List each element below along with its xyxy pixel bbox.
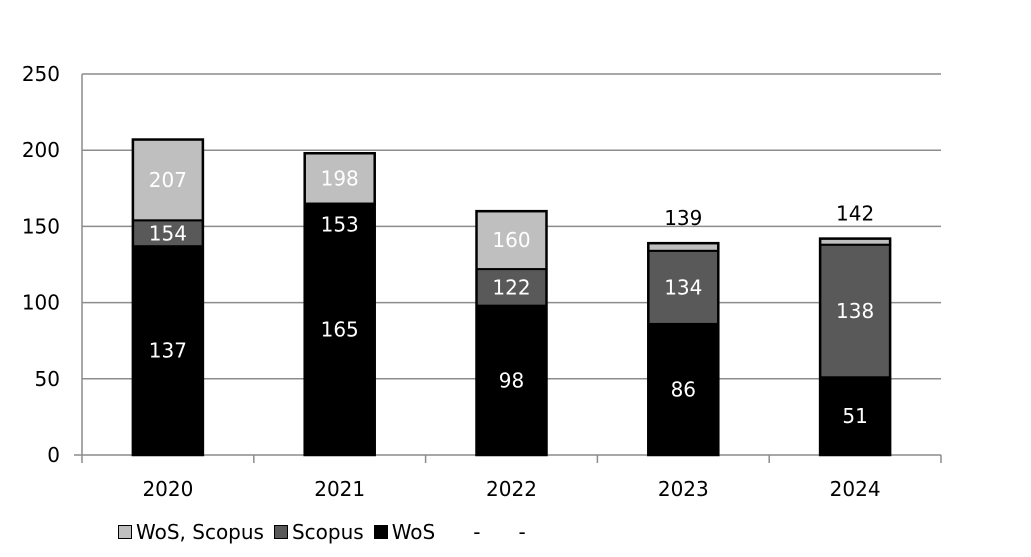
legend-swatch bbox=[118, 525, 132, 539]
y-tick-label: 150 bbox=[22, 214, 60, 238]
y-tick-label: 50 bbox=[35, 367, 60, 391]
legend-swatch bbox=[373, 525, 388, 539]
data-label: 165 bbox=[321, 317, 359, 341]
x-tick-label: 2022 bbox=[486, 477, 537, 501]
y-tick-label: 0 bbox=[47, 443, 60, 467]
bar-outline-2024 bbox=[818, 237, 892, 457]
legend-item: WoS, Scopus bbox=[118, 520, 264, 544]
data-label: 134 bbox=[664, 275, 702, 299]
bar-scopus-2022 bbox=[475, 268, 548, 307]
legend: WoS, Scopus Scopus WoS - - bbox=[118, 519, 536, 545]
bar-outline-2023 bbox=[647, 241, 720, 457]
data-label: 198 bbox=[321, 166, 359, 190]
data-label: 154 bbox=[149, 221, 187, 245]
data-label: 153 bbox=[321, 213, 359, 237]
data-label: 142 bbox=[836, 202, 874, 226]
bar-outline-2020 bbox=[131, 138, 205, 457]
x-tick-label: 2021 bbox=[314, 477, 365, 501]
data-label: 98 bbox=[499, 368, 524, 392]
bar-wos-2021 bbox=[303, 202, 376, 456]
data-label: 138 bbox=[836, 299, 874, 323]
data-label: 122 bbox=[492, 275, 530, 299]
y-tick-label: 250 bbox=[22, 62, 60, 86]
data-label: 207 bbox=[149, 168, 187, 192]
data-label: 160 bbox=[492, 228, 530, 252]
legend-dash: - bbox=[518, 520, 526, 544]
x-tick-label: 2023 bbox=[658, 477, 709, 501]
legend-item: Scopus bbox=[273, 520, 364, 544]
data-label: 86 bbox=[671, 377, 696, 401]
bar-wos-2022 bbox=[475, 304, 548, 457]
y-tick-label: 100 bbox=[22, 291, 60, 315]
bar-outline-2021 bbox=[303, 151, 376, 457]
legend-dash: - bbox=[473, 520, 481, 544]
data-label: 139 bbox=[664, 206, 702, 230]
bar-outline-2022 bbox=[475, 209, 548, 457]
y-tick-label: 200 bbox=[22, 138, 60, 162]
x-tick-label: 2024 bbox=[830, 477, 881, 501]
legend-label: WoS, Scopus bbox=[136, 520, 264, 544]
legend-label: Scopus bbox=[291, 520, 364, 544]
x-tick-label: 2020 bbox=[142, 477, 193, 501]
data-label: 51 bbox=[842, 404, 867, 428]
legend-label: WoS bbox=[391, 520, 436, 544]
legend-swatch bbox=[273, 525, 288, 539]
data-label: 137 bbox=[149, 339, 187, 363]
legend-item: WoS bbox=[373, 520, 436, 544]
